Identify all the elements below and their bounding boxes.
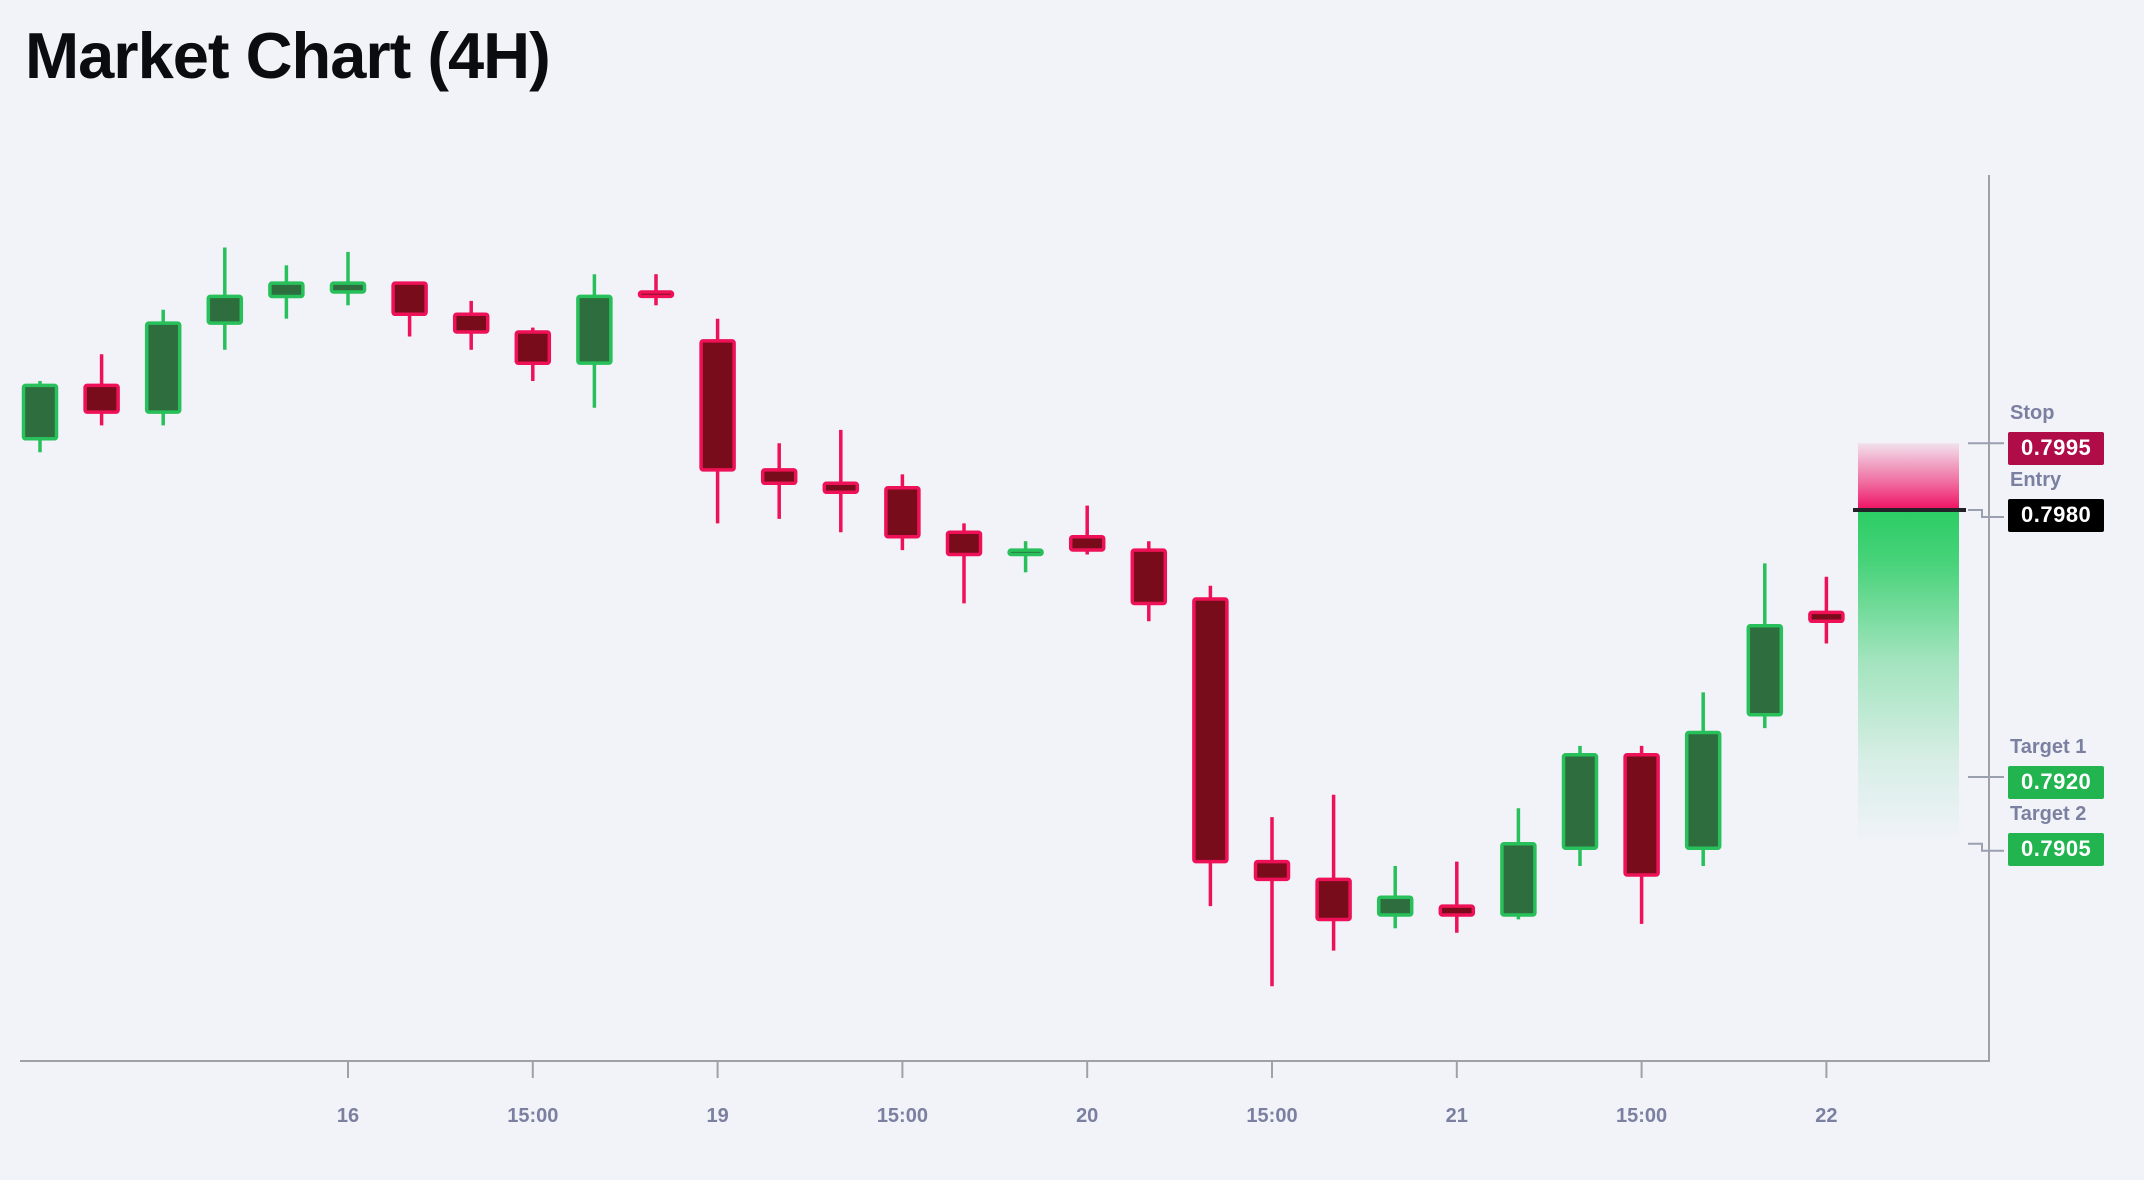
candle-down <box>1253 817 1291 987</box>
candle-body <box>391 281 428 317</box>
x-axis-tick-label: 16 <box>337 1105 359 1127</box>
candle-body <box>576 294 613 365</box>
candle-up <box>329 251 367 306</box>
candle-body <box>268 281 305 299</box>
candle-up <box>21 381 59 453</box>
candle-body <box>884 486 921 539</box>
candle-down <box>1315 794 1352 951</box>
candle-body <box>822 481 860 494</box>
x-axis-tick-label: 15:00 <box>1246 1105 1297 1127</box>
candles <box>21 247 1845 987</box>
candle-down <box>1068 505 1106 555</box>
stop-label: Stop <box>2010 402 2055 425</box>
level-tick <box>1968 842 2004 852</box>
candle-body <box>144 321 182 414</box>
candle-body <box>514 330 552 365</box>
x-axis-tick-label: 22 <box>1815 1105 1837 1127</box>
page-title: Market Chart (4H) <box>25 19 551 92</box>
candle-up <box>576 274 613 408</box>
candle-body <box>1561 753 1599 850</box>
candle-up <box>144 309 182 426</box>
target2-level: Target 2 0.7905 <box>2008 802 2144 866</box>
candle-body <box>1253 859 1291 882</box>
candle-down <box>1623 745 1660 924</box>
x-axis-tick-label: 15:00 <box>877 1105 928 1127</box>
candle-up <box>206 247 244 350</box>
candle-body <box>1500 842 1537 917</box>
candle-down <box>452 300 490 350</box>
candle-body <box>329 281 367 294</box>
candle-up <box>1561 745 1599 866</box>
candle-body <box>945 530 983 557</box>
candle-body <box>452 312 490 334</box>
reward-zone <box>1858 510 1959 844</box>
candle-body <box>1007 548 1044 557</box>
x-axis-tick-label: 19 <box>706 1105 728 1127</box>
candle-down <box>637 274 675 306</box>
risk-zone <box>1858 443 1959 510</box>
candle-down <box>1808 576 1845 644</box>
target1-value-badge: 0.7920 <box>2008 766 2105 799</box>
target1-level: Target 1 0.7920 <box>2008 735 2144 799</box>
level-tick <box>1968 509 2004 518</box>
stop-value-badge: 0.7995 <box>2008 432 2105 466</box>
candle-up <box>1376 866 1414 929</box>
target2-label: Target 2 <box>2010 802 2087 825</box>
candle-body <box>83 383 120 414</box>
candle-up <box>1500 808 1537 920</box>
candle-body <box>1623 753 1660 877</box>
candle-down <box>83 354 120 426</box>
x-axis-tick-label: 21 <box>1446 1105 1468 1127</box>
candle-down <box>760 443 798 519</box>
candle-body <box>699 339 736 472</box>
x-axis-tick-label: 20 <box>1076 1105 1098 1127</box>
candle-down <box>945 523 983 604</box>
candle-down <box>514 327 552 381</box>
x-axis-line <box>20 175 1990 1062</box>
risk-reward-zones <box>1858 443 1959 844</box>
candle-body <box>1130 548 1168 606</box>
entry-label: Entry <box>2010 469 2062 491</box>
x-axis-tick-label: 15:00 <box>1616 1105 1667 1127</box>
axes: 16 15:00 19 15:00 20 15:00 21 15:00 22 <box>20 175 1990 1127</box>
entry-value-badge: 0.7980 <box>2008 499 2105 532</box>
candle-down <box>699 318 736 524</box>
candle-body <box>637 290 675 299</box>
candle-up <box>1684 692 1722 866</box>
candle-up <box>268 265 305 319</box>
candle-body <box>21 383 59 441</box>
candle-body <box>1808 610 1845 624</box>
candle-body <box>1192 597 1229 864</box>
candle-body <box>206 294 244 325</box>
candle-down <box>391 281 428 337</box>
candle-down <box>884 474 921 551</box>
candle-up <box>1007 541 1044 573</box>
level-tick-connectors <box>1968 442 2004 852</box>
stop-level: Stop 0.7995 <box>2008 401 2144 466</box>
entry-level: Entry 0.7980 <box>2008 468 2144 532</box>
candle-body <box>1684 730 1722 850</box>
target2-value-badge: 0.7905 <box>2008 832 2105 866</box>
candle-body <box>760 468 798 486</box>
candle-body <box>1068 534 1106 552</box>
candle-body <box>1746 623 1784 717</box>
candle-body <box>1315 877 1352 922</box>
target1-label: Target 1 <box>2010 736 2087 758</box>
candle-down <box>1192 585 1229 907</box>
candle-down <box>1130 541 1168 622</box>
candle-down <box>822 429 860 533</box>
candle-body <box>1376 895 1414 917</box>
candle-up <box>1746 563 1784 729</box>
candle-body <box>1438 904 1476 917</box>
x-axis-tick-label: 15:00 <box>507 1105 558 1127</box>
candle-down <box>1438 861 1476 933</box>
